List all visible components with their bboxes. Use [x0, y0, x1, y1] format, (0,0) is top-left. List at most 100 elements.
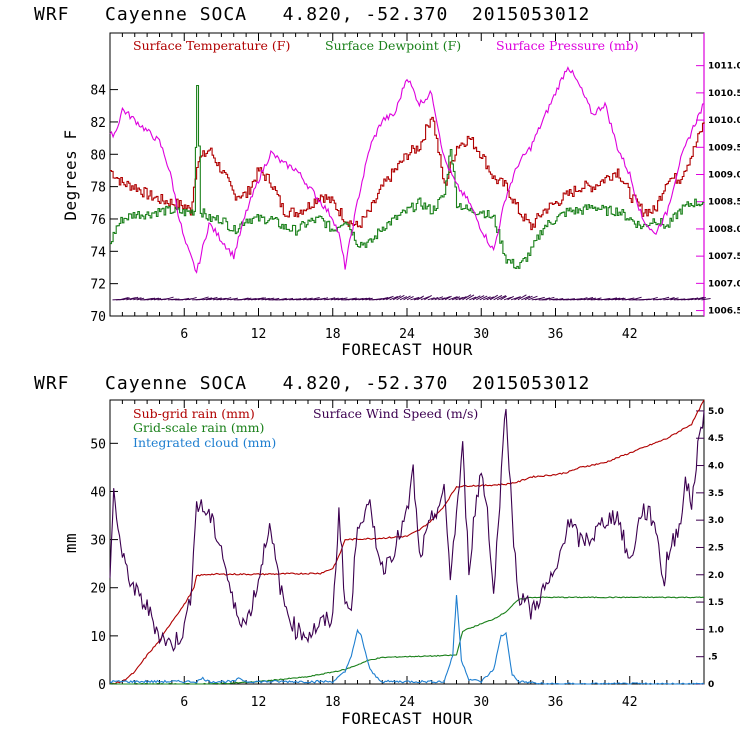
legend-surface-dewpoint: Surface Dewpoint (F)	[325, 38, 461, 53]
wind-barb	[261, 297, 270, 301]
wind-barb	[427, 297, 435, 301]
wind-barb	[396, 294, 405, 301]
x-tick-label: 36	[548, 695, 564, 710]
chart-1-xlabel: FORECAST HOUR	[341, 340, 473, 359]
wind-barb	[535, 296, 545, 301]
legend-surface-wind-speed: Surface Wind Speed (m/s)	[313, 406, 478, 421]
wind-barb	[542, 297, 551, 301]
wind-barb	[528, 295, 538, 301]
wind-barb	[496, 295, 507, 301]
wind-barb	[694, 296, 704, 301]
wind-barb	[593, 297, 602, 301]
wind-barb	[489, 294, 499, 301]
wind-barb	[254, 297, 264, 301]
wind-barb	[503, 296, 512, 301]
wind-barb	[455, 296, 464, 301]
wind-barb	[465, 294, 475, 301]
wind-barb	[448, 296, 458, 301]
wind-barb	[649, 296, 658, 301]
wind-barb	[462, 294, 472, 301]
wind-barb	[438, 297, 446, 301]
wind-barb	[150, 297, 159, 301]
wind-barb	[147, 297, 156, 301]
wind-barb	[392, 295, 401, 301]
wind-barb	[458, 296, 467, 301]
wind-barb	[507, 295, 514, 301]
wind-barb	[521, 295, 531, 301]
x-tick-label: 12	[251, 695, 267, 710]
wind-barb	[347, 297, 357, 301]
wind-barb	[320, 297, 329, 301]
wind-barb	[119, 297, 129, 301]
y2-tick-label: 1006.5	[708, 307, 740, 317]
wind-barb	[292, 298, 302, 301]
chart-1-frame	[109, 32, 705, 317]
wind-barb	[517, 294, 527, 301]
wind-barb	[690, 297, 699, 301]
legend-gridscale-rain: Grid-scale rain (mm)	[133, 420, 264, 435]
y-tick-label: 50	[90, 437, 106, 452]
wind-barb	[444, 295, 452, 301]
wind-barb	[244, 297, 252, 301]
wind-barb	[417, 295, 425, 301]
wind-barb	[219, 297, 228, 301]
y2-tick-label: 3.0	[708, 516, 724, 526]
wind-barb	[271, 297, 280, 301]
series-line-integrated-cloud	[109, 595, 705, 685]
wind-barb	[330, 297, 339, 301]
wind-barb	[202, 297, 213, 301]
wind-barb	[223, 297, 232, 301]
wind-barb	[670, 297, 679, 301]
y2-tick-label: 1011.0	[708, 62, 740, 72]
wind-barb	[365, 297, 373, 301]
y2-tick-label: 1008.5	[708, 198, 740, 208]
wind-barb	[566, 298, 575, 301]
wind-barb	[600, 297, 611, 301]
wind-barb	[410, 296, 420, 301]
wind-barb	[385, 295, 394, 301]
wind-barb	[555, 298, 564, 301]
wind-barb	[476, 295, 485, 301]
x-tick-label: 42	[622, 327, 638, 342]
y2-tick-label: 2.0	[708, 571, 724, 581]
chart-1-ylabel: Degrees F	[61, 129, 80, 220]
series-line-grid-scale-rain	[109, 596, 705, 685]
wind-barb	[230, 297, 238, 301]
wind-barb	[129, 296, 139, 301]
legend-subgrid-rain: Sub-grid rain (mm)	[133, 406, 255, 421]
y2-tick-label: 4.5	[708, 434, 724, 444]
wind-barb	[483, 296, 491, 301]
wind-barb	[122, 297, 130, 301]
y2-tick-label: 2.5	[708, 543, 724, 553]
wind-barb	[607, 297, 618, 301]
wind-barb	[618, 297, 626, 301]
wind-barb	[632, 296, 642, 301]
chart-1-title: WRF Cayenne SOCA 4.820, -52.370 20150530…	[34, 4, 590, 25]
wind-barb	[424, 294, 432, 301]
y2-tick-label: 1007.5	[708, 252, 740, 262]
wind-barb	[697, 297, 706, 301]
y2-tick-label: 1010.0	[708, 116, 740, 126]
wind-barb	[136, 297, 145, 301]
wind-barb	[573, 298, 583, 301]
wind-barb	[549, 298, 558, 301]
y2-tick-label: 1008.0	[708, 225, 740, 235]
x-tick-label: 6	[180, 695, 188, 710]
wind-barb	[472, 295, 481, 301]
series-line-surface-temperature	[110, 116, 705, 231]
wind-barb	[257, 297, 266, 301]
series-line-surface-wind-speed	[109, 408, 705, 652]
wind-barb	[403, 295, 411, 301]
wind-barb	[701, 298, 711, 301]
wind-barb	[240, 297, 249, 301]
x-tick-label: 30	[473, 327, 489, 342]
wind-barb	[212, 297, 222, 301]
wind-barb	[334, 297, 343, 301]
y-tick-label: 40	[90, 485, 106, 500]
wind-barb	[285, 297, 294, 301]
legend-surface-temperature: Surface Temperature (F)	[133, 38, 290, 53]
y-tick-label: 20	[90, 582, 106, 597]
x-tick-label: 24	[399, 695, 415, 710]
x-tick-label: 12	[251, 327, 267, 342]
y2-tick-label: 4.0	[708, 462, 724, 472]
